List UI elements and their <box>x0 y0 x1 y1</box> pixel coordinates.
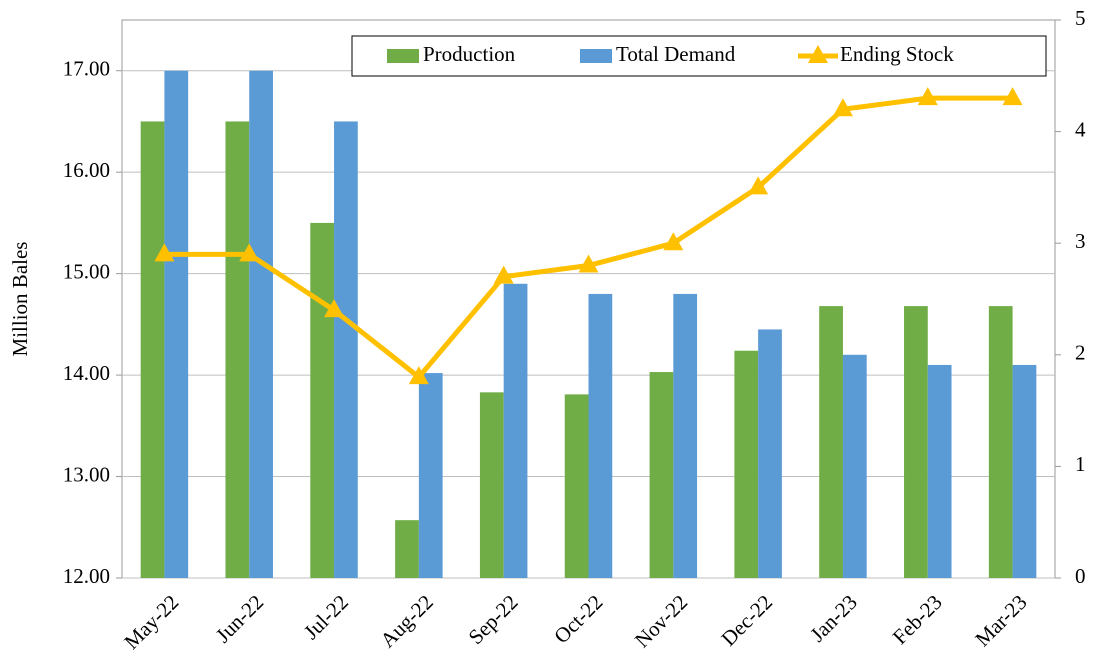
legend-label: Ending Stock <box>840 42 954 66</box>
marker <box>917 87 938 106</box>
bar <box>588 293 613 578</box>
bar <box>819 306 843 578</box>
y-axis-label: Million Bales <box>8 242 32 357</box>
bar <box>310 222 335 578</box>
legend: Production Total Demand Ending Stock <box>351 35 1047 77</box>
x-tick-label: Oct-22 <box>549 590 607 648</box>
bar <box>395 520 419 578</box>
bar <box>164 70 189 579</box>
bar <box>503 283 528 578</box>
y-tick-label: 13.00 <box>63 462 110 486</box>
marker <box>1002 87 1023 106</box>
marker <box>748 176 769 195</box>
bar <box>418 373 443 578</box>
bar <box>249 70 273 579</box>
bar <box>673 293 698 578</box>
marker <box>832 98 853 117</box>
marker <box>408 366 429 385</box>
y-tick-label: 12.00 <box>63 564 110 588</box>
legend-label: Production <box>423 42 516 66</box>
y2-tick-label: 2 <box>1075 341 1086 365</box>
x-tick-label: Dec-22 <box>716 590 777 651</box>
bar <box>479 392 504 578</box>
y2-tick-label: 3 <box>1075 229 1086 253</box>
y-tick-label: 15.00 <box>63 259 110 283</box>
x-tick-label: Jul-22 <box>299 590 353 644</box>
marker <box>663 232 684 251</box>
x-tick-label: Sep-22 <box>464 590 523 649</box>
y-tick-label: 17.00 <box>63 57 110 81</box>
bar <box>1012 364 1037 578</box>
x-tick-label: Jun-22 <box>211 590 268 647</box>
bar <box>927 364 952 578</box>
bar <box>334 121 358 579</box>
marker <box>154 243 175 262</box>
legend-label: Total Demand <box>616 42 736 66</box>
marker <box>493 265 514 284</box>
y2-tick-label: 1 <box>1075 452 1086 476</box>
marker <box>578 254 599 273</box>
bar <box>842 354 867 578</box>
bar <box>649 372 674 578</box>
legend-box <box>351 35 1047 77</box>
legend-swatch <box>580 49 612 63</box>
x-tick-label: Aug-22 <box>375 590 437 652</box>
legend-swatch <box>808 45 828 63</box>
y2-tick-label: 4 <box>1075 117 1086 141</box>
x-tick-label: Nov-22 <box>630 590 692 652</box>
x-tick-label: Jan-23 <box>805 590 862 647</box>
x-tick-label: May-22 <box>119 590 183 654</box>
x-tick-label: Mar-23 <box>970 590 1031 651</box>
bar <box>564 394 589 578</box>
bar <box>140 121 165 579</box>
bar <box>904 306 928 578</box>
marker <box>239 243 260 262</box>
y-tick-label: 14.00 <box>63 361 110 385</box>
y2-tick-label: 5 <box>1075 6 1086 30</box>
bar <box>758 329 782 578</box>
x-tick-label: Feb-23 <box>888 590 947 649</box>
bar <box>988 306 1013 578</box>
bar <box>734 350 759 578</box>
bar <box>225 121 250 579</box>
legend-swatch <box>387 49 419 63</box>
y-tick-label: 16.00 <box>63 158 110 182</box>
marker <box>324 299 345 318</box>
y2-tick-label: 0 <box>1075 564 1086 588</box>
